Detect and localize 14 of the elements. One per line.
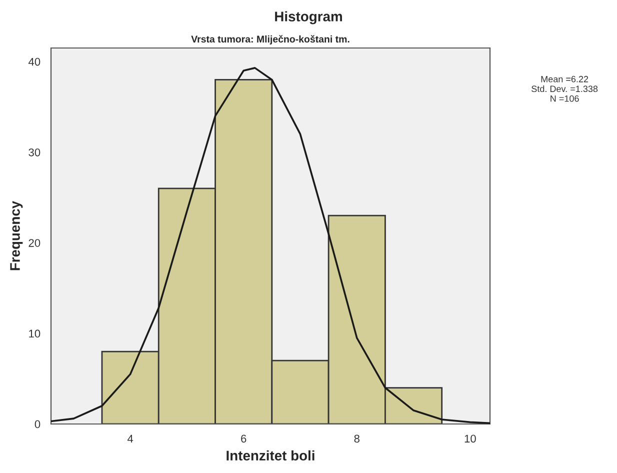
chart-title: Histogram — [275, 11, 342, 24]
y-tick-label: 30 — [28, 148, 40, 156]
y-axis-title: Frequency — [10, 200, 23, 270]
x-tick-label: 6 — [241, 434, 246, 443]
x-axis-title: Intenzitet boli — [226, 450, 314, 461]
x-tick-label: 4 — [127, 434, 134, 442]
text: Mean =6.22 Std. Dev. =1.338 N =106 — [532, 76, 598, 102]
y-tick-label: 40 — [28, 58, 40, 66]
x-tick-label: 8 — [354, 434, 360, 443]
y-tick-label: 0 — [34, 420, 40, 428]
y-tick-label: 20 — [28, 239, 40, 247]
chart-subtitle: Vrsta tumora: Mliječno-koštani tm. — [191, 35, 350, 44]
y-tick-label: 10 — [29, 330, 40, 338]
x-tick-label: 10 — [464, 434, 476, 443]
